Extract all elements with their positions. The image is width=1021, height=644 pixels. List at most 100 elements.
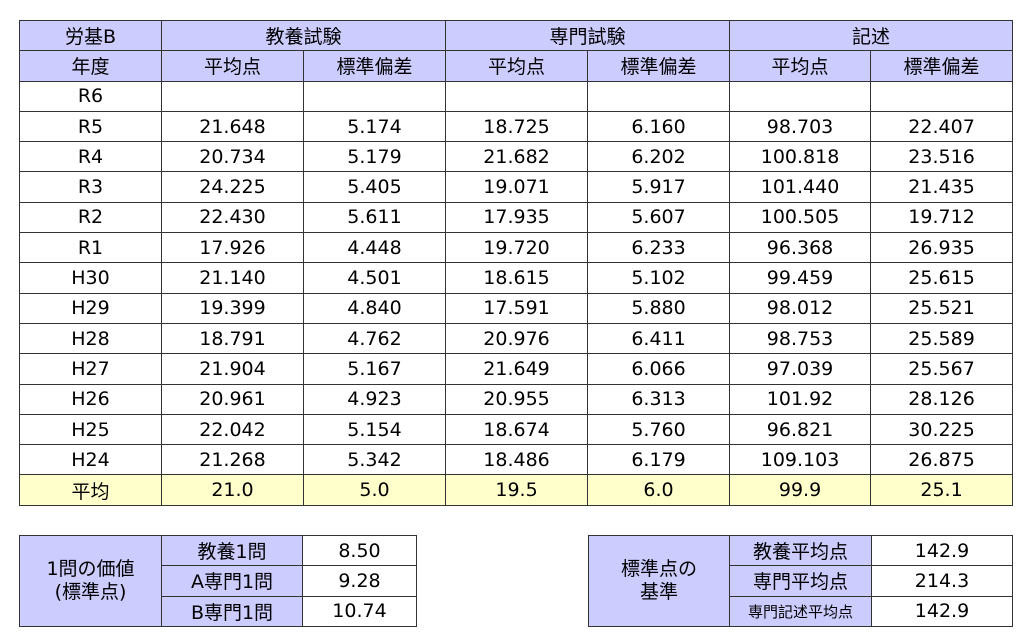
sub-header-row: 年度 平均点 標準偏差 平均点 標準偏差 平均点 標準偏差 bbox=[19, 50, 1014, 82]
data-cell: 21.904 bbox=[161, 353, 304, 385]
data-cell: 26.875 bbox=[870, 444, 1014, 476]
sub-header: 標準偏差 bbox=[870, 50, 1014, 82]
year-cell: R4 bbox=[19, 141, 162, 173]
data-cell bbox=[870, 80, 1014, 112]
data-cell: 22.430 bbox=[161, 201, 304, 234]
data-cell bbox=[302, 80, 447, 112]
average-cell: 21.0 bbox=[161, 474, 304, 506]
data-cell: 17.935 bbox=[445, 201, 589, 234]
basis-value: 142.9 bbox=[871, 595, 1013, 627]
data-cell: 101.440 bbox=[729, 171, 872, 203]
group-header-specialty: 専門試験 bbox=[445, 19, 731, 52]
data-cell: 30.225 bbox=[870, 413, 1014, 446]
score-table: 労基B 教養試験 専門試験 記述 年度 平均点 標準偏差 平均点 標準偏差 平均… bbox=[19, 19, 1014, 506]
average-cell: 6.0 bbox=[587, 474, 731, 506]
data-cell: 96.368 bbox=[729, 232, 872, 264]
data-cell: 19.071 bbox=[445, 171, 589, 203]
basis-value: 142.9 bbox=[871, 534, 1013, 567]
data-cell: 21.140 bbox=[161, 262, 304, 294]
data-cell: 98.703 bbox=[729, 110, 872, 143]
data-cell bbox=[587, 80, 731, 112]
data-cell: 18.486 bbox=[445, 444, 589, 476]
data-cell: 22.042 bbox=[161, 413, 304, 446]
data-cell: 25.521 bbox=[870, 292, 1014, 324]
data-cell: 6.313 bbox=[587, 383, 731, 415]
data-cell: 98.753 bbox=[729, 322, 872, 355]
data-cell: 97.039 bbox=[729, 353, 872, 385]
data-cell: 20.976 bbox=[445, 322, 589, 355]
data-cell: 26.935 bbox=[870, 232, 1014, 264]
data-cell: 4.762 bbox=[302, 322, 447, 355]
data-cell: 4.923 bbox=[302, 383, 447, 415]
average-cell: 19.5 bbox=[445, 474, 589, 506]
sub-header: 標準偏差 bbox=[302, 50, 447, 82]
table-row: H25 22.042 5.154 18.674 5.760 96.821 30.225 bbox=[19, 413, 1014, 446]
data-cell: 28.126 bbox=[870, 383, 1014, 415]
data-cell: 100.505 bbox=[729, 201, 872, 234]
year-cell: H26 bbox=[19, 383, 162, 415]
year-cell: H27 bbox=[19, 353, 162, 385]
data-cell: 20.955 bbox=[445, 383, 589, 415]
year-cell: H24 bbox=[19, 444, 162, 476]
table-row: H27 21.904 5.167 21.649 6.066 97.039 25.567 bbox=[19, 353, 1014, 385]
data-cell: 18.674 bbox=[445, 413, 589, 446]
year-cell: H25 bbox=[19, 413, 162, 446]
question-value-title: 1問の価値 (標準点) bbox=[19, 535, 162, 627]
year-cell: R5 bbox=[19, 110, 162, 143]
value-label: B専門1問 bbox=[161, 595, 303, 627]
basis-label: 専門記述平均点 bbox=[729, 595, 872, 627]
data-cell: 23.516 bbox=[870, 141, 1014, 173]
data-cell: 6.160 bbox=[587, 110, 731, 143]
question-value-table: 1問の価値 (標準点) 教養1問 8.50 A専門1問 9.28 B専門1問 10… bbox=[19, 534, 417, 627]
average-label: 平均 bbox=[19, 474, 162, 506]
data-cell: 19.720 bbox=[445, 232, 589, 264]
data-cell: 100.818 bbox=[729, 141, 872, 173]
data-cell: 4.501 bbox=[302, 262, 447, 294]
data-cell: 21.648 bbox=[161, 110, 304, 143]
data-cell: 101.92 bbox=[729, 383, 872, 415]
year-cell: R6 bbox=[19, 80, 162, 112]
data-cell: 6.233 bbox=[587, 232, 731, 264]
data-cell: 21.649 bbox=[445, 353, 589, 385]
group-header-general: 教養試験 bbox=[160, 19, 447, 52]
data-cell: 19.399 bbox=[161, 292, 304, 324]
data-cell: 99.459 bbox=[729, 262, 872, 294]
average-cell: 25.1 bbox=[870, 474, 1014, 506]
data-cell: 5.880 bbox=[587, 292, 731, 324]
data-cell: 96.821 bbox=[729, 413, 872, 446]
year-cell: H30 bbox=[19, 262, 162, 294]
data-cell: 18.615 bbox=[445, 262, 589, 294]
year-cell: H29 bbox=[19, 292, 162, 324]
year-header: 年度 bbox=[19, 50, 162, 82]
data-cell: 21.682 bbox=[445, 141, 589, 173]
value-label: 教養1問 bbox=[161, 534, 303, 567]
data-cell: 109.103 bbox=[729, 444, 872, 476]
data-cell: 6.202 bbox=[587, 141, 731, 173]
data-cell: 5.167 bbox=[302, 353, 447, 385]
data-cell: 6.179 bbox=[587, 444, 731, 476]
sub-header: 平均点 bbox=[445, 50, 589, 82]
data-cell bbox=[729, 80, 872, 112]
data-cell: 4.448 bbox=[302, 232, 447, 264]
table-row: H24 21.268 5.342 18.486 6.179 109.103 26.875 bbox=[19, 444, 1014, 476]
data-cell bbox=[445, 80, 589, 112]
value-cell: 9.28 bbox=[302, 565, 417, 597]
table-row: R3 24.225 5.405 19.071 5.917 101.440 21.435 bbox=[19, 171, 1014, 203]
table-row: H26 20.961 4.923 20.955 6.313 101.92 28.126 bbox=[19, 383, 1014, 415]
year-cell: R1 bbox=[19, 232, 162, 264]
basis-value: 214.3 bbox=[871, 565, 1013, 597]
data-cell: 20.734 bbox=[161, 141, 304, 173]
data-cell: 24.225 bbox=[161, 171, 304, 203]
data-cell: 6.066 bbox=[587, 353, 731, 385]
average-row: 平均 21.0 5.0 19.5 6.0 99.9 25.1 bbox=[19, 474, 1014, 506]
data-cell: 17.591 bbox=[445, 292, 589, 324]
basis-label: 教養平均点 bbox=[729, 534, 872, 567]
data-cell: 5.174 bbox=[302, 110, 447, 143]
group-header-essay: 記述 bbox=[729, 19, 1014, 52]
sub-header: 平均点 bbox=[161, 50, 304, 82]
average-cell: 5.0 bbox=[302, 474, 447, 506]
data-cell: 4.840 bbox=[302, 292, 447, 324]
table-row: R4 20.734 5.179 21.682 6.202 100.818 23.516 bbox=[19, 141, 1014, 173]
year-cell: R2 bbox=[19, 201, 162, 234]
data-cell: 5.179 bbox=[302, 141, 447, 173]
